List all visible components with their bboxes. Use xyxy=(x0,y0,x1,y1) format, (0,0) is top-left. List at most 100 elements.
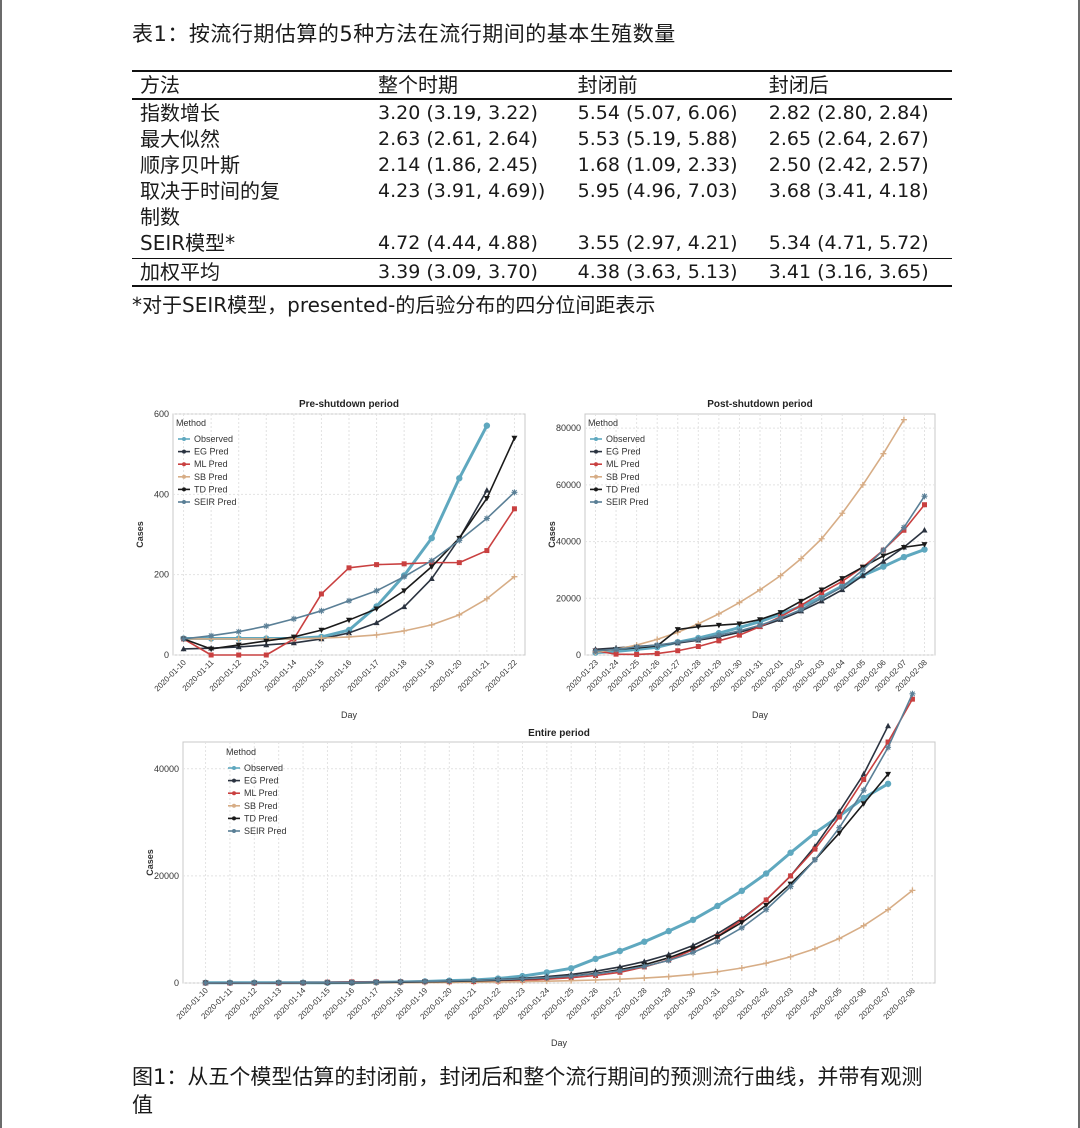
data-point xyxy=(617,969,623,975)
data-point xyxy=(495,978,502,985)
data-point xyxy=(616,963,623,970)
data-point xyxy=(839,582,846,590)
table-caption: 表1：按流行期估算的5种方法在流行期间的基本生殖数量 xyxy=(132,22,676,46)
data-point xyxy=(654,651,660,657)
x-tick-label: 2020-02-02 xyxy=(735,986,771,1022)
data-point xyxy=(446,977,453,984)
data-point xyxy=(470,978,477,985)
data-point xyxy=(613,646,620,653)
series-line xyxy=(205,693,914,984)
legend-label: EG Pred xyxy=(606,447,641,457)
data-point xyxy=(235,628,242,635)
data-point xyxy=(921,542,928,548)
data-point xyxy=(884,780,892,787)
data-point xyxy=(456,537,463,544)
data-point xyxy=(613,644,620,651)
data-point xyxy=(456,535,463,541)
legend-marker xyxy=(594,500,598,504)
data-point xyxy=(251,979,258,986)
data-point xyxy=(922,502,927,508)
data-point xyxy=(300,980,306,986)
data-point xyxy=(757,617,763,623)
data-point xyxy=(373,980,380,986)
data-point xyxy=(695,634,702,642)
data-point xyxy=(483,487,490,493)
data-point xyxy=(715,622,722,629)
x-tick-label: 2020-01-11 xyxy=(181,658,216,693)
data-point xyxy=(592,955,599,963)
data-point xyxy=(300,979,307,986)
x-tick-label: 2020-01-14 xyxy=(272,986,308,1022)
legend-label: ML Pred xyxy=(244,788,278,798)
data-point xyxy=(798,602,804,608)
table-row: 顺序贝叶斯 2.14 (1.86, 2.45) 1.68 (1.09, 2.33… xyxy=(132,152,952,178)
data-point xyxy=(634,651,640,657)
series-line xyxy=(595,548,926,655)
data-point xyxy=(428,534,435,542)
data-point xyxy=(836,935,843,942)
data-point xyxy=(674,638,681,646)
data-point xyxy=(456,535,463,542)
data-point xyxy=(818,535,825,542)
legend-label: SB Pred xyxy=(244,801,278,811)
data-point xyxy=(900,544,907,550)
data-point xyxy=(400,572,408,579)
data-point xyxy=(909,887,916,894)
data-point xyxy=(276,980,282,986)
data-point xyxy=(593,648,598,654)
data-point xyxy=(208,635,215,642)
data-point xyxy=(690,946,697,952)
data-point xyxy=(348,979,355,986)
data-point xyxy=(373,631,380,638)
data-point xyxy=(860,922,867,929)
x-tick-label: 2020-02-02 xyxy=(770,658,806,694)
legend-label: EG Pred xyxy=(194,447,229,457)
y-tick-label: 0 xyxy=(174,978,179,988)
data-point xyxy=(592,971,599,977)
data-point xyxy=(654,636,661,643)
data-point xyxy=(180,635,187,642)
data-point xyxy=(641,958,648,964)
x-tick-label: 2020-01-30 xyxy=(709,658,745,694)
row-post: 5.34 (4.71, 5.72) xyxy=(768,232,929,254)
data-point xyxy=(714,934,721,941)
data-point xyxy=(880,547,886,553)
x-axis-label: Day xyxy=(551,1038,568,1048)
data-point xyxy=(226,980,233,987)
legend-marker xyxy=(182,462,186,467)
data-point xyxy=(348,980,355,986)
table-total-row: 加权平均 3.39 (3.09, 3.70) 4.38 (3.63, 5.13)… xyxy=(132,258,952,286)
data-point xyxy=(921,527,928,533)
data-point xyxy=(373,619,380,626)
series-line xyxy=(183,508,516,656)
data-point xyxy=(900,553,908,561)
data-point xyxy=(763,896,770,903)
data-point xyxy=(470,976,477,984)
data-point xyxy=(421,978,428,985)
data-point xyxy=(324,980,331,986)
series-line xyxy=(595,495,926,652)
data-point xyxy=(819,590,825,596)
data-point xyxy=(275,979,282,986)
data-point xyxy=(839,510,846,517)
row-entire: 3.20 (3.19, 3.22) xyxy=(378,102,538,124)
data-point xyxy=(654,643,661,650)
data-point xyxy=(665,957,672,964)
y-tick-label: 40000 xyxy=(154,764,179,774)
plot-area xyxy=(172,413,526,656)
legend-marker xyxy=(232,766,236,770)
data-point xyxy=(860,564,866,570)
data-point xyxy=(421,979,428,986)
chart-title: Entire period xyxy=(528,728,590,739)
data-point xyxy=(401,573,408,580)
x-tick-label: 2020-01-11 xyxy=(199,986,234,1021)
data-point xyxy=(456,475,463,482)
data-point xyxy=(777,615,784,622)
x-tick-label: 2020-02-01 xyxy=(750,658,786,694)
data-point xyxy=(860,787,867,794)
data-point xyxy=(811,829,819,837)
data-point xyxy=(613,646,620,653)
data-point xyxy=(275,980,282,987)
data-point xyxy=(519,972,526,980)
y-axis-label: Cases xyxy=(135,521,145,548)
